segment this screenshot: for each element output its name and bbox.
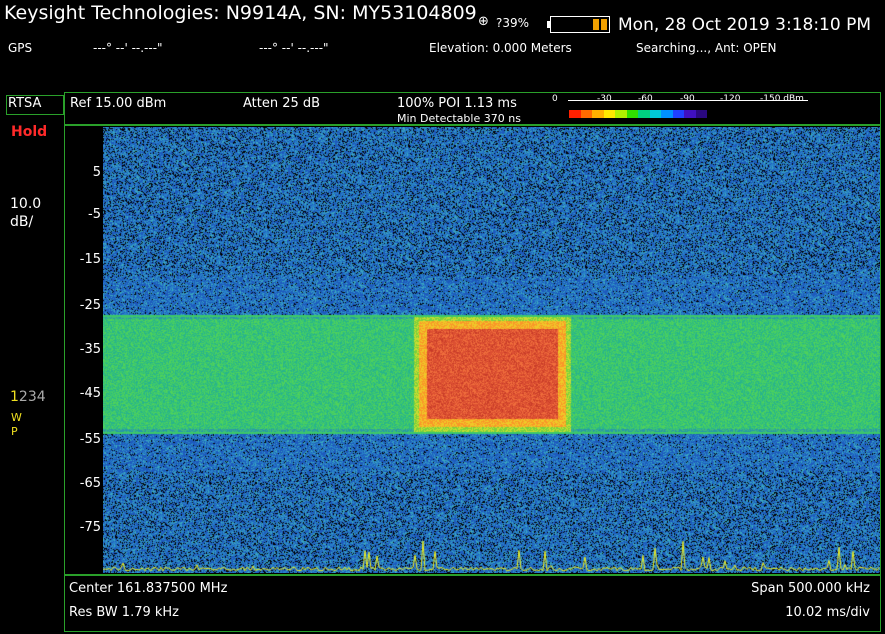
gps-search-status: Searching..., Ant: OPEN [636, 41, 777, 55]
plot-frame [64, 125, 881, 575]
footer-bar [64, 575, 881, 632]
hold-indicator: Hold [11, 124, 48, 140]
colorbar-label-150: -150 dBm [760, 94, 804, 104]
colorbar-swatch [615, 110, 627, 118]
scale-unit: dB/ [10, 214, 34, 230]
colorbar-swatch [580, 110, 592, 118]
time-per-division[interactable]: 10.02 ms/div [785, 605, 870, 620]
trace-p: P [11, 425, 18, 438]
colorbar-swatch [649, 110, 661, 118]
colorbar-swatch [684, 110, 696, 118]
min-detectable: Min Detectable 370 ns [397, 112, 521, 125]
resolution-bandwidth[interactable]: Res BW 1.79 kHz [69, 605, 179, 620]
trace-active: 1 [10, 389, 19, 405]
mode-box [6, 95, 64, 115]
trace-indicator[interactable]: 1234 [10, 389, 46, 405]
colorbar-swatch [592, 110, 604, 118]
colorbar-swatch [638, 110, 650, 118]
colorbar-label-120: -120 [720, 94, 741, 104]
longitude: ---° --' --.---" [259, 41, 329, 55]
settings-bar [64, 92, 881, 125]
colorbar-swatch [661, 110, 673, 118]
mode-label[interactable]: RTSA [8, 96, 42, 111]
center-frequency[interactable]: Center 161.837500 MHz [69, 581, 228, 596]
gps-label: GPS [8, 41, 33, 55]
gps-target-icon: ⊕ [478, 14, 489, 29]
battery-percent: ?39% [496, 16, 530, 30]
elevation: Elevation: 0.000 Meters [429, 41, 572, 55]
instrument-title: Keysight Technologies: N9914A, SN: MY531… [4, 2, 477, 24]
colorbar-label-90: -90 [680, 94, 695, 104]
colorbar-label-60: -60 [638, 94, 653, 104]
y-axis-label: -35 [79, 342, 101, 357]
colorbar-swatch [569, 110, 581, 118]
density-colorbar [569, 110, 707, 118]
battery-icon [547, 16, 610, 33]
colorbar-label-30: -30 [597, 94, 612, 104]
colorbar-swatch [695, 110, 707, 118]
colorbar-axis [568, 100, 808, 101]
y-axis-label: -65 [79, 476, 101, 491]
density-spectrum-plot[interactable] [103, 127, 880, 573]
trace-others: 234 [18, 389, 46, 405]
y-axis-label: -15 [79, 252, 101, 267]
attenuation[interactable]: Atten 25 dB [243, 96, 321, 111]
y-axis-label: -75 [79, 520, 101, 535]
colorbar-label-0: 0 [552, 94, 558, 104]
trace-w: W [11, 411, 22, 424]
poi: 100% POI 1.13 ms [397, 96, 517, 111]
y-axis-label: -45 [79, 386, 101, 401]
colorbar-swatch [626, 110, 638, 118]
y-axis-label: -25 [79, 298, 101, 313]
title-bar: Keysight Technologies: N9914A, SN: MY531… [0, 0, 885, 36]
colorbar-swatch [603, 110, 615, 118]
latitude: ---° --' --.---" [93, 41, 163, 55]
y-axis-label: 5 [92, 165, 101, 180]
y-axis-label: -55 [79, 432, 101, 447]
scale-value: 10.0 [10, 196, 42, 212]
colorbar-swatch [672, 110, 684, 118]
y-axis-label: -5 [88, 207, 101, 222]
ref-level[interactable]: Ref 15.00 dBm [70, 96, 167, 111]
date-time: Mon, 28 Oct 2019 3:18:10 PM [618, 15, 872, 35]
span[interactable]: Span 500.000 kHz [751, 581, 870, 596]
